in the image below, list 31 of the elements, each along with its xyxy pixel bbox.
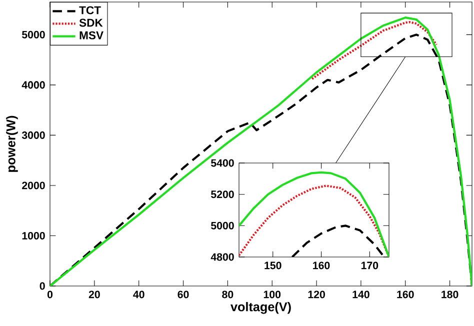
x-tick-label: 160 (313, 262, 330, 270)
y-tick-label: 1000 (22, 232, 45, 240)
x-tick-label: 160 (397, 290, 414, 298)
y-tick-label: 4000 (22, 81, 45, 89)
x-tick-label: 100 (264, 290, 281, 298)
x-tick-label: 40 (133, 290, 144, 298)
y-tick-label: 5200 (211, 190, 234, 198)
y-tick-label: 0 (40, 282, 45, 290)
x-tick-label: 150 (264, 262, 282, 270)
x-tick-label: 80 (222, 290, 234, 298)
y-tick-label: 5000 (22, 30, 45, 38)
legend-label: TCT (79, 6, 101, 14)
x-tick-label: 140 (352, 290, 370, 298)
y-tick-label: 5400 (211, 159, 234, 167)
y-axis-title: power(W) (6, 116, 18, 172)
x-tick-label: 20 (88, 290, 100, 298)
legend-label: MSV (80, 31, 104, 40)
x-tick-label: 180 (442, 290, 458, 298)
x-tick-label: 120 (308, 290, 325, 298)
y-tick-label: 4800 (210, 253, 234, 261)
y-tick-label: 2000 (22, 182, 45, 190)
x-tick-label: 0 (47, 290, 53, 298)
line-series (239, 171, 389, 257)
legend-label: SDK (79, 18, 103, 27)
x-tick-label: 170 (361, 262, 378, 270)
line-series (239, 184, 389, 257)
y-tick-label: 3000 (22, 131, 45, 139)
x-axis-title: voltage(V) (230, 302, 291, 314)
y-tick-label: 5000 (211, 222, 234, 230)
x-tick-label: 60 (178, 290, 189, 298)
line-series (311, 21, 438, 80)
